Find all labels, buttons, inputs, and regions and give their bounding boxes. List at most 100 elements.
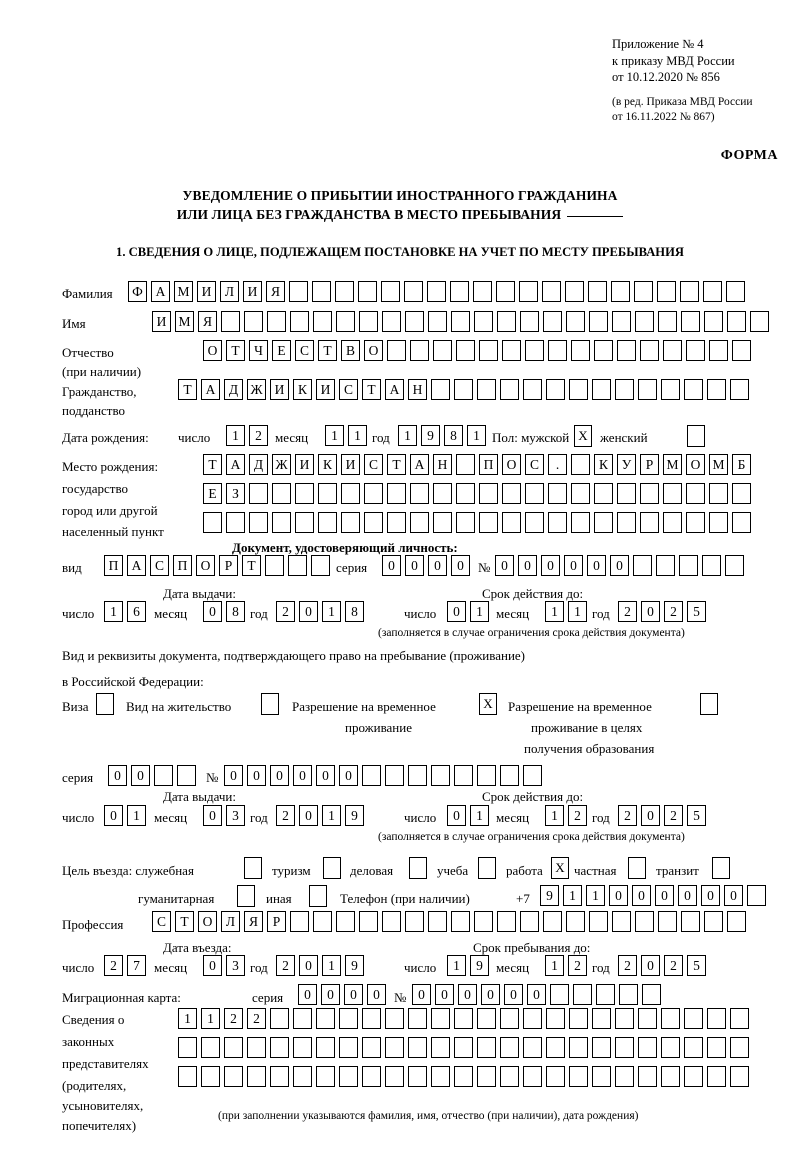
char-cell[interactable]: [267, 311, 286, 332]
char-cell[interactable]: [686, 483, 705, 504]
char-cell[interactable]: 1: [563, 885, 582, 906]
char-cell[interactable]: П: [479, 454, 498, 475]
char-cell[interactable]: 0: [299, 601, 318, 622]
char-cell[interactable]: 2: [224, 1008, 243, 1029]
char-cell[interactable]: [311, 555, 330, 576]
char-cell[interactable]: [658, 911, 677, 932]
char-cell[interactable]: [382, 311, 401, 332]
checkbox-purpose-other[interactable]: [309, 885, 327, 907]
char-cell[interactable]: 0: [610, 555, 629, 576]
char-cell[interactable]: [408, 1066, 427, 1087]
char-cell[interactable]: О: [196, 555, 215, 576]
char-cell[interactable]: [477, 765, 496, 786]
char-cell[interactable]: С: [295, 340, 314, 361]
char-cell[interactable]: [497, 911, 516, 932]
char-cell[interactable]: [681, 911, 700, 932]
char-cell[interactable]: М: [709, 454, 728, 475]
char-cell[interactable]: [410, 512, 429, 533]
char-cell[interactable]: [473, 281, 492, 302]
char-cell[interactable]: 0: [641, 601, 660, 622]
char-cell[interactable]: [725, 555, 744, 576]
char-cell[interactable]: [477, 379, 496, 400]
char-cell[interactable]: 1: [568, 601, 587, 622]
char-cell[interactable]: [594, 483, 613, 504]
char-cell[interactable]: [226, 512, 245, 533]
checkbox-purpose-work[interactable]: X: [551, 857, 569, 879]
char-cell[interactable]: [638, 1008, 657, 1029]
char-cell[interactable]: Е: [272, 340, 291, 361]
char-cell[interactable]: [201, 1066, 220, 1087]
char-cell[interactable]: 9: [345, 805, 364, 826]
char-cell[interactable]: 0: [339, 765, 358, 786]
char-cell[interactable]: И: [243, 281, 262, 302]
char-cell[interactable]: [726, 281, 745, 302]
char-cell[interactable]: [288, 555, 307, 576]
char-cell[interactable]: [657, 281, 676, 302]
char-cell[interactable]: [456, 454, 475, 475]
char-cell[interactable]: И: [197, 281, 216, 302]
char-cell[interactable]: [684, 1008, 703, 1029]
char-cell[interactable]: Л: [220, 281, 239, 302]
char-cell[interactable]: [272, 512, 291, 533]
char-cell[interactable]: [686, 340, 705, 361]
char-cell[interactable]: [358, 281, 377, 302]
char-cell[interactable]: 1: [201, 1008, 220, 1029]
char-cell[interactable]: 1: [322, 601, 341, 622]
char-cell[interactable]: [640, 483, 659, 504]
char-cell[interactable]: 1: [467, 425, 486, 446]
char-cell[interactable]: [661, 379, 680, 400]
char-cell[interactable]: [428, 911, 447, 932]
char-cell[interactable]: [571, 454, 590, 475]
char-cell[interactable]: [385, 765, 404, 786]
char-cell[interactable]: [408, 1008, 427, 1029]
char-cell[interactable]: О: [203, 340, 222, 361]
char-cell[interactable]: 0: [701, 885, 720, 906]
char-cell[interactable]: 0: [367, 984, 386, 1005]
char-cell[interactable]: [707, 379, 726, 400]
char-cell[interactable]: [177, 765, 196, 786]
char-cell[interactable]: [477, 1008, 496, 1029]
char-cell[interactable]: [500, 1037, 519, 1058]
char-cell[interactable]: [293, 1066, 312, 1087]
char-cell[interactable]: [704, 311, 723, 332]
char-cell[interactable]: [502, 512, 521, 533]
char-cell[interactable]: 0: [298, 984, 317, 1005]
char-cell[interactable]: [456, 512, 475, 533]
char-cell[interactable]: [221, 311, 240, 332]
char-cell[interactable]: В: [341, 340, 360, 361]
char-cell[interactable]: С: [150, 555, 169, 576]
char-cell[interactable]: [615, 1008, 634, 1029]
char-cell[interactable]: [362, 765, 381, 786]
char-cell[interactable]: [428, 311, 447, 332]
char-cell[interactable]: И: [316, 379, 335, 400]
char-cell[interactable]: [592, 1037, 611, 1058]
char-cell[interactable]: [427, 281, 446, 302]
char-cell[interactable]: [431, 1066, 450, 1087]
char-cell[interactable]: [617, 340, 636, 361]
char-cell[interactable]: [247, 1037, 266, 1058]
char-cell[interactable]: 0: [412, 984, 431, 1005]
char-cell[interactable]: Т: [242, 555, 261, 576]
char-cell[interactable]: 1: [348, 425, 367, 446]
char-cell[interactable]: А: [410, 454, 429, 475]
char-cell[interactable]: 0: [504, 984, 523, 1005]
char-cell[interactable]: [686, 512, 705, 533]
char-cell[interactable]: .: [548, 454, 567, 475]
char-cell[interactable]: Т: [175, 911, 194, 932]
char-cell[interactable]: [405, 911, 424, 932]
char-cell[interactable]: [573, 984, 592, 1005]
field-legal-row-2[interactable]: [178, 1037, 749, 1058]
char-cell[interactable]: [663, 340, 682, 361]
char-cell[interactable]: А: [151, 281, 170, 302]
char-cell[interactable]: 9: [421, 425, 440, 446]
char-cell[interactable]: [520, 311, 539, 332]
char-cell[interactable]: [684, 379, 703, 400]
char-cell[interactable]: [702, 555, 721, 576]
